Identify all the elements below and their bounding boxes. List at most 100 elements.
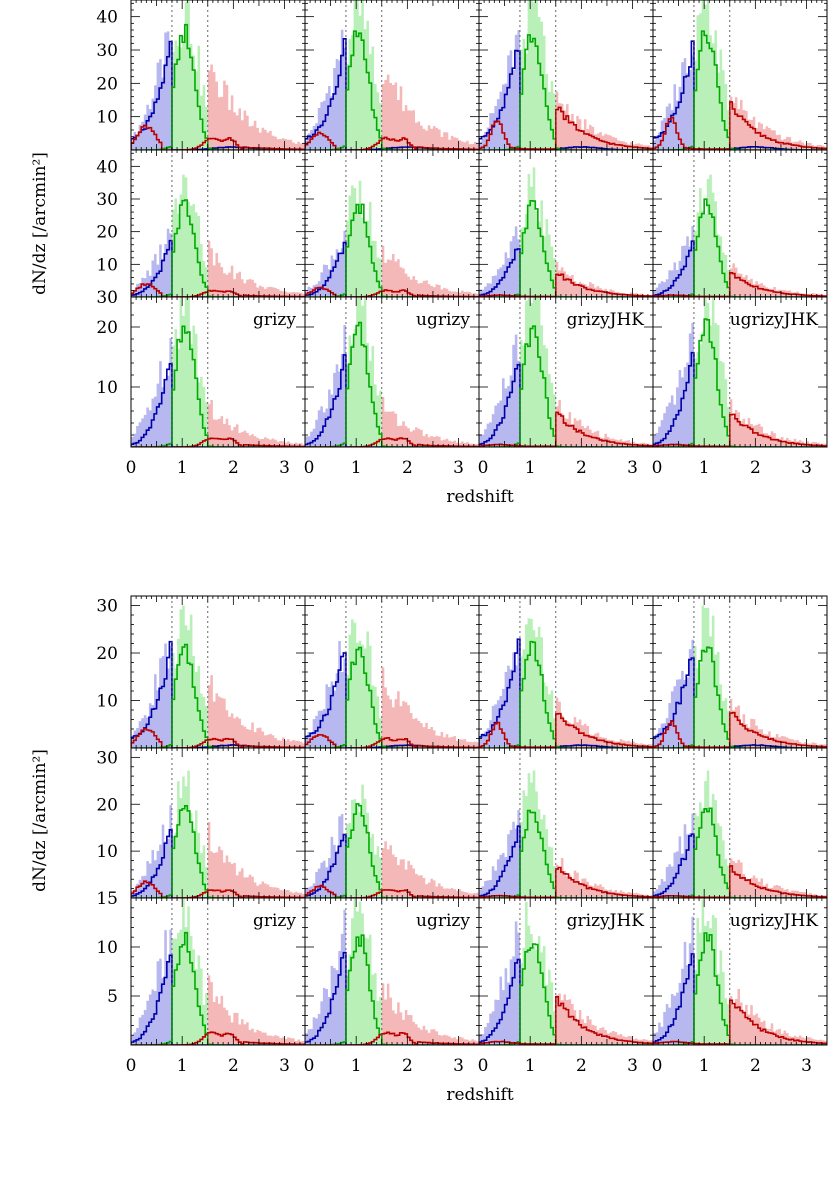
high-z-photoz-line <box>479 106 653 150</box>
panel-r1-ugrizyJHK <box>652 0 828 151</box>
column-label-grizy: grizy <box>253 310 296 330</box>
x-axis-label: redshift <box>446 487 513 507</box>
mid-z-true-hist <box>653 899 827 1045</box>
x-tick-label: 2 <box>228 458 239 478</box>
high-z-true-hist <box>305 396 479 447</box>
mid-z-true-hist <box>653 174 827 297</box>
high-z-photoz-line <box>305 131 479 150</box>
panel-r2-ugrizy <box>304 747 480 899</box>
panel-r3-ugrizy: ugrizy <box>304 296 480 448</box>
y-tick-label: 20 <box>96 644 118 664</box>
x-tick-label: 2 <box>228 1056 239 1076</box>
high-z-photoz-line <box>479 712 653 748</box>
high-z-photoz-line <box>305 286 479 297</box>
low-z-true-hist <box>131 31 305 150</box>
panel-r1-ugrizy <box>304 595 480 749</box>
low-z-photoz-line <box>653 240 827 297</box>
low-z-true-hist <box>131 643 305 748</box>
x-tick-label: 3 <box>279 458 290 478</box>
low-z-true-hist <box>479 30 653 150</box>
high-z-photoz-line <box>653 865 827 898</box>
panel-r1-ugrizy <box>304 0 480 151</box>
panel-r3-grizyJHK: grizyJHK <box>478 897 654 1046</box>
panel-r2-ugrizyJHK <box>652 149 828 298</box>
high-z-true-hist <box>305 74 479 150</box>
low-z-photoz-line <box>131 239 305 297</box>
panel-r2-grizy <box>130 149 306 298</box>
panel-r2-grizyJHK <box>478 747 654 899</box>
high-z-photoz-line <box>653 271 827 297</box>
high-z-true-hist <box>131 822 305 898</box>
low-z-true-hist <box>305 814 479 898</box>
y-tick-label: 10 <box>96 842 118 862</box>
column-label-ugrizy: ugrizy <box>416 911 470 931</box>
mid-z-true-hist <box>131 297 305 447</box>
y-tick-label: 20 <box>96 74 118 94</box>
x-axis-label: redshift <box>446 1085 513 1105</box>
column-label-grizyJHK: grizyJHK <box>567 310 645 330</box>
column-label-grizyJHK: grizyJHK <box>567 911 645 931</box>
low-z-photoz-line <box>131 954 305 1045</box>
low-z-true-hist <box>653 639 827 748</box>
y-tick-label: 5 <box>107 987 118 1007</box>
high-z-photoz-line <box>305 884 479 898</box>
mid-z-true-hist <box>479 167 653 297</box>
x-tick-label: 2 <box>750 458 761 478</box>
high-z-photoz-line <box>653 999 827 1045</box>
y-tick-label: 40 <box>96 8 118 28</box>
mid-z-true-hist <box>479 901 653 1045</box>
y-tick-label: 30 <box>96 597 118 617</box>
y-tick-label: 30 <box>96 190 118 210</box>
y-tick-label: 10 <box>96 938 118 958</box>
x-tick-label: 1 <box>177 458 188 478</box>
high-z-true-hist <box>131 64 305 150</box>
panel-r3-ugrizyJHK: ugrizyJHK <box>652 897 828 1046</box>
panel-r1-grizy <box>130 0 306 151</box>
low-z-true-hist <box>131 228 305 297</box>
low-z-true-hist <box>305 230 479 297</box>
low-z-true-hist <box>131 929 305 1045</box>
x-tick-label: 0 <box>126 458 137 478</box>
mid-z-true-hist <box>479 0 653 150</box>
y-tick-label: 15 <box>96 889 118 909</box>
panel-r2-grizyJHK <box>478 149 654 298</box>
panel-r1-grizyJHK <box>478 0 654 151</box>
low-z-true-hist <box>479 226 653 297</box>
x-tick-label: 0 <box>304 1056 315 1076</box>
high-z-true-hist <box>305 841 479 898</box>
high-z-photoz-line <box>131 283 305 297</box>
mid-z-true-hist <box>479 618 653 748</box>
y-tick-label: 40 <box>96 157 118 177</box>
x-tick-label: 3 <box>801 458 812 478</box>
high-z-photoz-line <box>479 273 653 297</box>
panel-r1-grizyJHK <box>478 595 654 749</box>
y-axis-label: dN/dz [/arcmin²] <box>30 152 50 295</box>
panel-r2-ugrizyJHK <box>652 747 828 899</box>
low-z-photoz-line <box>131 829 305 898</box>
low-z-true-hist <box>479 334 653 447</box>
mid-z-true-hist <box>305 297 479 447</box>
high-z-photoz-line <box>131 880 305 898</box>
panel-r2-grizy <box>130 747 306 899</box>
low-z-true-hist <box>305 641 479 748</box>
mid-z-true-hist <box>305 0 479 150</box>
low-z-true-hist <box>653 813 827 898</box>
x-tick-label: 3 <box>279 1056 290 1076</box>
low-z-photoz-line <box>305 354 479 447</box>
high-z-true-hist <box>131 240 305 297</box>
high-z-photoz-line <box>653 101 827 150</box>
mid-z-true-hist <box>653 605 827 748</box>
high-z-photoz-line <box>131 727 305 748</box>
panel-r3-grizyJHK: grizyJHK <box>478 296 654 448</box>
x-tick-label: 0 <box>478 458 489 478</box>
x-tick-label: 1 <box>525 458 536 478</box>
low-z-photoz-line <box>479 958 653 1045</box>
panel-r1-grizy <box>130 595 306 749</box>
x-tick-label: 0 <box>126 1056 137 1076</box>
x-tick-label: 0 <box>304 458 315 478</box>
mid-z-true-hist <box>131 0 305 150</box>
low-z-photoz-line <box>653 351 827 447</box>
x-tick-label: 1 <box>351 458 362 478</box>
